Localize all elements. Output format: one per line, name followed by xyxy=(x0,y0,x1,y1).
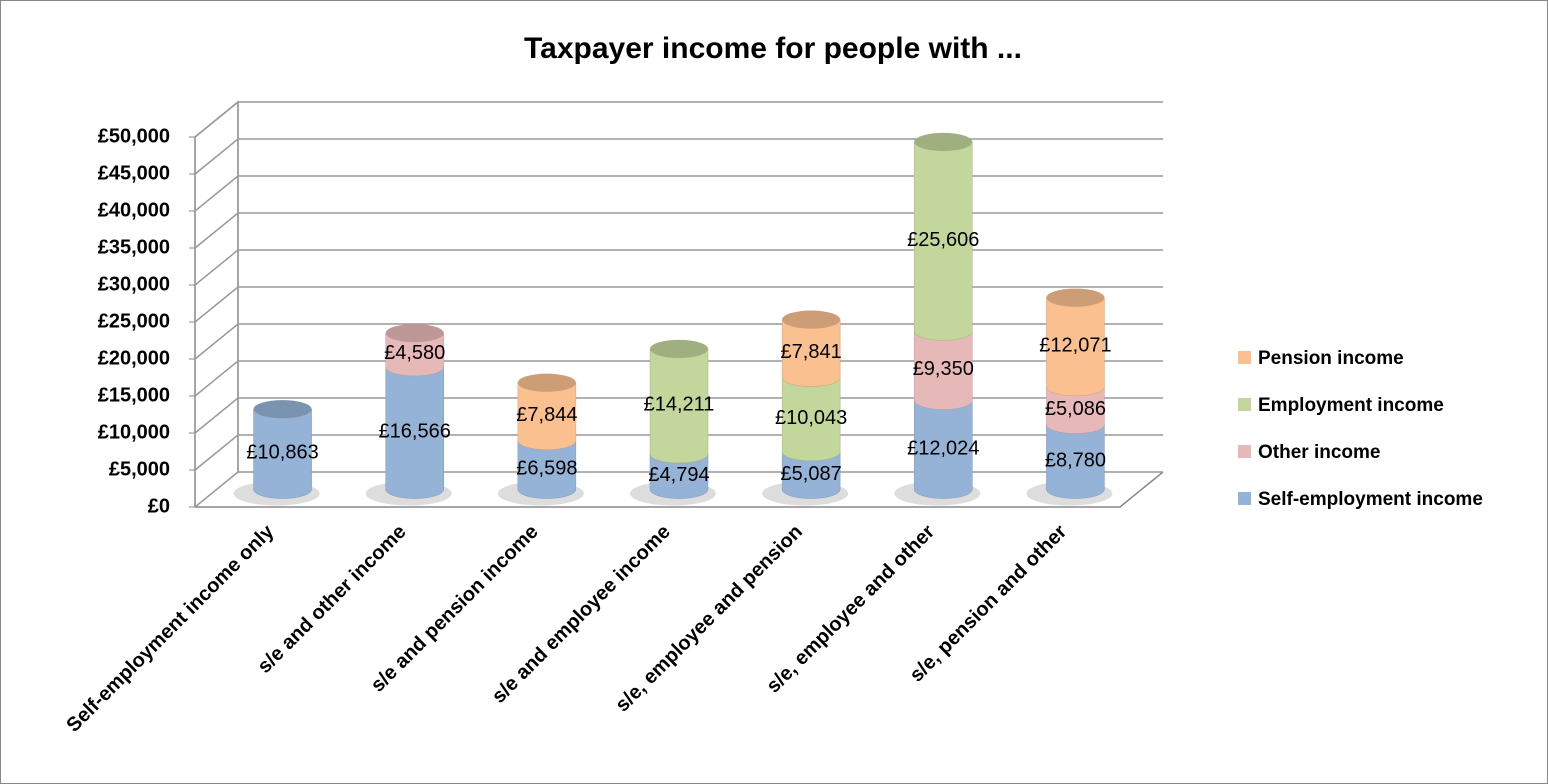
value-label: £16,566 xyxy=(379,420,451,442)
grid-line xyxy=(194,212,1163,249)
legend-label: Other income xyxy=(1258,442,1380,463)
floor-edge xyxy=(195,471,1164,508)
bar-segment: £4,794 xyxy=(648,453,710,499)
bar-segment: £16,566 xyxy=(379,366,451,499)
grid-line xyxy=(194,397,1163,434)
value-label: £9,350 xyxy=(913,358,974,380)
grid-line xyxy=(194,323,1163,360)
y-tick-label: £40,000 xyxy=(98,199,170,221)
bar-segment: £7,841 xyxy=(781,319,842,387)
bar-top xyxy=(914,132,973,151)
chart-title: Taxpayer income for people with ... xyxy=(524,32,1022,65)
value-label: £8,780 xyxy=(1045,449,1106,471)
value-label: £25,606 xyxy=(907,229,979,251)
grid-line xyxy=(194,286,1163,323)
y-tick-label: £5,000 xyxy=(109,458,170,480)
legend-swatch xyxy=(1238,445,1251,458)
value-label: £5,086 xyxy=(1045,398,1106,420)
grid-line xyxy=(194,101,1163,138)
bar-segment: £10,043 xyxy=(775,377,847,462)
value-label: £12,024 xyxy=(907,437,979,459)
bar-segment: £9,350 xyxy=(913,331,974,410)
y-tick-label: £0 xyxy=(148,495,170,517)
bar-top xyxy=(1046,288,1105,307)
y-tick-label: £15,000 xyxy=(98,384,170,406)
grid-line xyxy=(194,175,1163,212)
y-tick-label: £25,000 xyxy=(98,310,170,332)
bar-segment: £8,780 xyxy=(1045,424,1106,499)
legend-swatch xyxy=(1238,351,1251,364)
y-tick-label: £20,000 xyxy=(98,347,170,369)
value-label: £14,211 xyxy=(644,394,715,416)
value-label: £7,841 xyxy=(781,341,842,363)
y-tick-label: £35,000 xyxy=(98,236,170,258)
value-label: £4,580 xyxy=(384,342,445,364)
bar-segment: £12,071 xyxy=(1039,297,1112,397)
grid-line xyxy=(194,138,1163,175)
value-label: £10,043 xyxy=(775,407,847,429)
legend-swatch xyxy=(1238,492,1251,505)
y-tick-label: £45,000 xyxy=(98,162,170,184)
y-tick-label: £10,000 xyxy=(98,421,170,443)
bar-segment: £6,598 xyxy=(516,440,577,499)
value-label: £12,071 xyxy=(1039,335,1111,357)
value-label: £6,598 xyxy=(516,457,577,479)
bar-segment: £12,024 xyxy=(907,400,979,499)
bar-top xyxy=(782,310,841,329)
bar-segment: £7,844 xyxy=(516,382,577,450)
value-label: £4,794 xyxy=(648,464,709,486)
y-tick-label: £50,000 xyxy=(98,125,170,147)
bar-segment: £14,211 xyxy=(644,348,715,464)
bar-segment: £5,087 xyxy=(781,451,842,499)
bar-top xyxy=(650,339,708,358)
legend-label: Employment income xyxy=(1258,395,1444,416)
legend-label: Self-employment income xyxy=(1258,489,1483,510)
grid-line xyxy=(194,360,1163,397)
value-label: £10,863 xyxy=(246,442,318,464)
bar-top xyxy=(253,400,312,419)
bar xyxy=(385,332,444,377)
bar xyxy=(253,409,312,499)
value-label: £5,087 xyxy=(781,463,842,485)
value-label: £7,844 xyxy=(516,404,577,426)
grid-line xyxy=(194,249,1163,286)
y-tick-label: £30,000 xyxy=(98,273,170,295)
bar-segment: £25,606 xyxy=(907,141,979,341)
bar-segment: £4,580 xyxy=(384,332,445,377)
bar-top xyxy=(517,373,576,392)
legend-label: Pension income xyxy=(1258,348,1404,369)
bar-segment: £10,863 xyxy=(246,409,319,499)
grid-line xyxy=(194,471,1163,508)
bar-top xyxy=(385,324,444,343)
grid-line xyxy=(194,434,1163,471)
bar xyxy=(781,319,841,387)
legend-swatch xyxy=(1238,398,1251,411)
